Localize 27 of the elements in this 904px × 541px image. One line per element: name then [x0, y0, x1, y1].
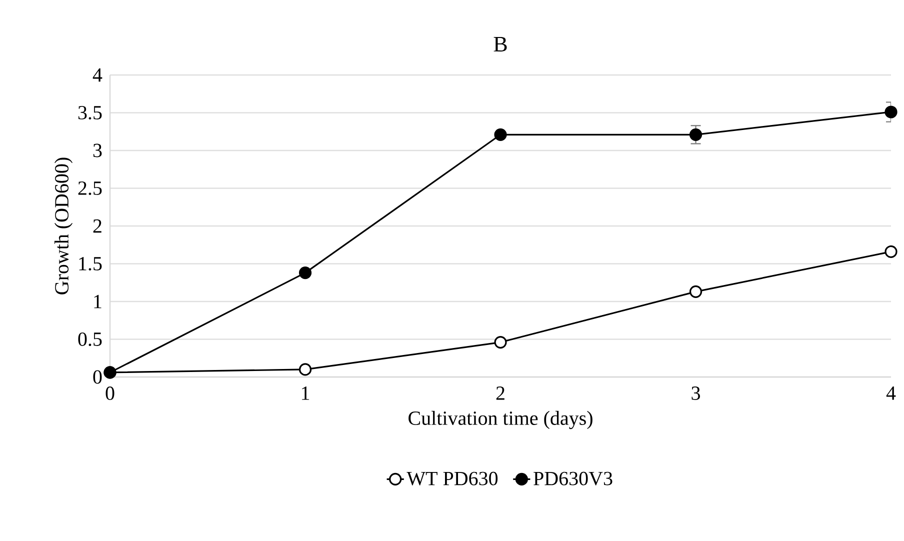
- y-tick-label: 3: [93, 144, 102, 158]
- x-tick-label: 3: [692, 386, 700, 400]
- chart-title: B: [494, 36, 507, 52]
- y-tick-label: 1: [94, 294, 102, 308]
- x-axis-title: Cultivation time (days): [408, 410, 592, 430]
- x-tick-label: 1: [302, 386, 310, 400]
- point: [494, 128, 507, 141]
- x-tick-label: 4: [886, 386, 896, 400]
- point: [298, 363, 312, 376]
- point: [689, 128, 702, 141]
- point: [298, 266, 312, 280]
- legend-label: PD630V3: [534, 472, 612, 486]
- y-tick-label: 0: [93, 370, 102, 384]
- x-tick-label: 0: [106, 386, 114, 400]
- point: [884, 106, 898, 118]
- y-tick-label: 2: [93, 219, 102, 233]
- y-tick-label: 4: [92, 68, 102, 82]
- point: [884, 245, 898, 258]
- y-tick-label: 1.5: [79, 257, 102, 270]
- x-tick-label: 2: [496, 386, 504, 400]
- y-tick-label: 2.5: [78, 181, 102, 196]
- y-tick-label: 3.5: [78, 106, 102, 120]
- point: [689, 285, 702, 298]
- point: [494, 336, 507, 349]
- y-tick-label: 0.5: [78, 332, 102, 346]
- legend-label: WT PD630: [406, 472, 498, 486]
- y-axis-title: Growth (OD600): [54, 158, 73, 294]
